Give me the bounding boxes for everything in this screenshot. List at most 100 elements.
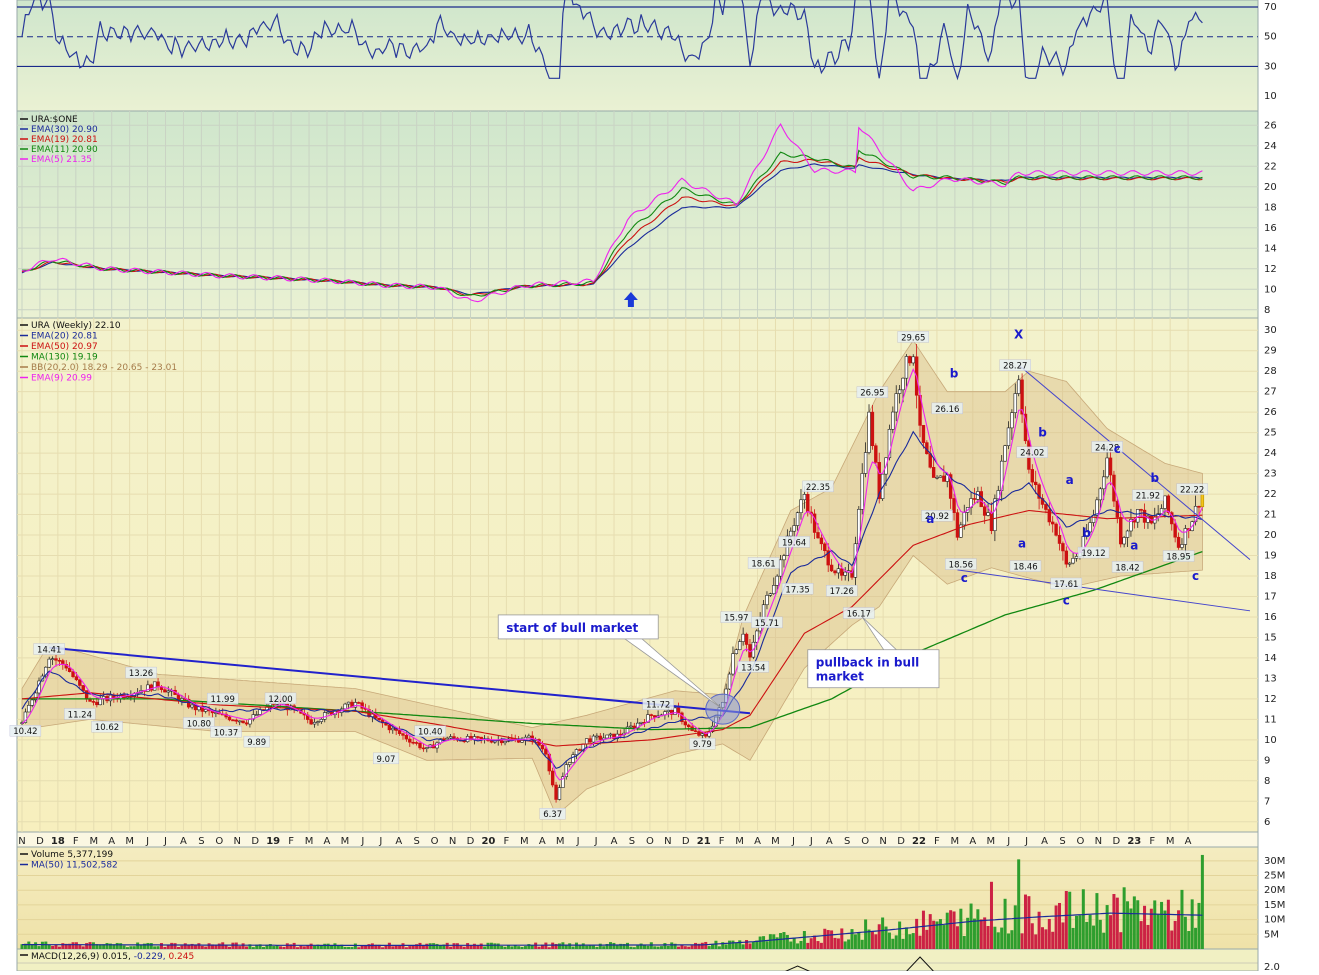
- candle-body: [901, 377, 905, 391]
- rsi-layer: [21, 0, 1203, 81]
- x-tick-21: A: [395, 836, 402, 847]
- candle-body: [1051, 521, 1055, 525]
- volume-bar: [860, 939, 864, 949]
- trendline-0: [49, 646, 751, 715]
- volume-bar: [1187, 931, 1191, 949]
- volume-bar: [510, 946, 514, 949]
- volume-bar: [149, 943, 153, 949]
- volume-y-tick-0: 5M: [1264, 929, 1279, 940]
- x-tick-56: J: [1024, 836, 1028, 847]
- volume-bar: [714, 940, 718, 949]
- price-label-31: 18.46: [1013, 563, 1037, 573]
- price-label-box-22: [826, 585, 858, 597]
- volume-bar: [915, 918, 919, 949]
- price-label-box-37: [1162, 550, 1195, 562]
- candle-body: [840, 568, 844, 576]
- x-tick-15: F: [288, 836, 294, 847]
- candle-body: [1119, 517, 1123, 545]
- candle-body: [928, 453, 932, 468]
- candle-body: [404, 735, 409, 740]
- candle-body: [942, 475, 946, 482]
- price-label-37: 18.95: [1166, 553, 1190, 563]
- volume-bar: [724, 944, 728, 949]
- volume-bar: [683, 946, 687, 949]
- volume-bar: [751, 941, 755, 949]
- volume-bar: [248, 944, 252, 949]
- x-tick-38: 21: [697, 836, 711, 847]
- volume-bar: [819, 942, 823, 949]
- candle-body: [214, 712, 218, 714]
- volume-bar: [979, 919, 983, 949]
- candle-body: [326, 711, 330, 714]
- volume-bar: [728, 940, 732, 949]
- x-tick-43: J: [791, 836, 795, 847]
- volume-bar: [285, 943, 289, 949]
- price-label-36: 21.92: [1136, 492, 1160, 502]
- candle-body: [346, 701, 351, 705]
- x-tick-2: 18: [51, 836, 65, 847]
- volume-bar: [1136, 900, 1140, 949]
- price-label-25: 29.65: [901, 333, 925, 343]
- volume-bar: [146, 942, 150, 949]
- candle-body: [584, 738, 589, 745]
- candle-body: [826, 550, 830, 566]
- candle-body: [397, 730, 402, 734]
- candle-body: [911, 356, 915, 364]
- price-label-7: 10.37: [214, 728, 238, 738]
- volume-bar: [938, 919, 942, 949]
- ratio-line-ema5: [21, 123, 1203, 303]
- volume-bar: [279, 946, 283, 949]
- volume-bar: [289, 944, 293, 949]
- candle-body: [802, 494, 807, 501]
- candle-body: [1064, 550, 1069, 565]
- candle-body: [744, 633, 749, 645]
- price-label-13: 11.72: [646, 701, 670, 711]
- candle-body: [353, 702, 358, 708]
- volume-bar: [581, 943, 585, 949]
- x-tick-54: M: [986, 836, 995, 847]
- volume-bar: [292, 942, 296, 949]
- volume-bar: [534, 942, 538, 949]
- x-tick-8: J: [163, 836, 167, 847]
- price-y-tick-6: 12: [1264, 694, 1277, 705]
- volume-bar: [357, 947, 361, 949]
- volume-bar: [350, 947, 354, 949]
- volume-bar: [585, 945, 589, 949]
- candle-body: [71, 671, 75, 677]
- x-tick-34: S: [629, 836, 635, 847]
- volume-bar: [901, 938, 905, 949]
- candle-body: [1047, 509, 1052, 523]
- macd-y-tick: 2.0: [1264, 962, 1280, 971]
- candle-body: [921, 425, 926, 443]
- candle-body: [693, 730, 698, 732]
- volume-bar: [401, 943, 405, 949]
- wave-label-3: c: [961, 571, 968, 585]
- volume-bar: [1071, 927, 1075, 949]
- wave-label-6: c: [1063, 594, 1070, 608]
- volume-bar: [952, 911, 956, 949]
- candle-body: [887, 428, 892, 459]
- volume-bar: [1020, 933, 1024, 949]
- candle-body: [1068, 562, 1072, 565]
- candle-body: [309, 719, 313, 725]
- volume-bar: [697, 943, 701, 949]
- volume-bar: [455, 943, 459, 949]
- x-tick-50: 22: [912, 836, 926, 847]
- candle-body: [612, 733, 616, 739]
- volume-bar: [721, 942, 725, 949]
- candle-body: [1173, 523, 1177, 538]
- volume-bar: [775, 937, 779, 949]
- candle-body: [479, 736, 483, 740]
- candle-body: [152, 681, 157, 691]
- volume-bar: [1197, 902, 1201, 949]
- candle-body: [1129, 519, 1133, 532]
- ema9-line: [21, 368, 1203, 781]
- candle-body: [44, 666, 48, 677]
- volume-bar: [262, 947, 266, 949]
- volume-bar: [768, 934, 772, 949]
- x-tick-23: O: [431, 836, 439, 847]
- volume-bar: [204, 946, 208, 949]
